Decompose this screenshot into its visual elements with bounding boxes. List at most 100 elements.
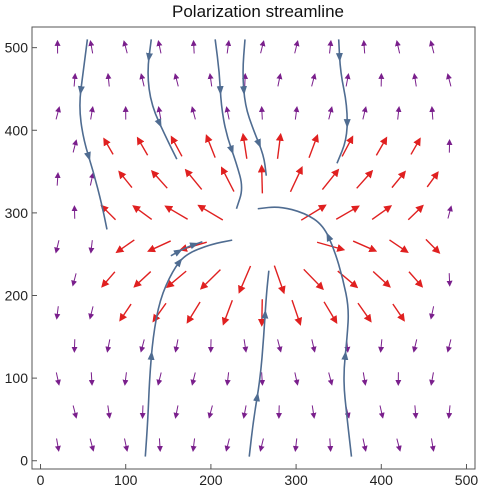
strong-field-arrow — [392, 303, 405, 322]
strong-field-arrow — [150, 169, 168, 189]
field-arrow — [327, 106, 334, 120]
strong-field-arrow — [425, 238, 441, 254]
strong-field-arrow — [103, 137, 114, 155]
strong-field-arrow — [119, 303, 132, 322]
x-tick-label: 500 — [455, 472, 479, 488]
field-arrow — [72, 405, 78, 419]
field-arrow — [429, 306, 435, 320]
field-arrow — [310, 339, 317, 353]
strong-field-arrow — [352, 240, 378, 253]
field-arrow — [412, 405, 419, 419]
field-arrow — [88, 106, 95, 120]
field-arrow — [54, 306, 61, 320]
strong-field-arrow — [132, 205, 153, 221]
strong-field-arrow — [101, 271, 116, 288]
strong-field-arrow — [357, 302, 372, 323]
field-arrow — [327, 372, 334, 386]
field-arrow — [259, 40, 266, 54]
strong-field-arrow — [257, 164, 266, 194]
field-arrow — [88, 306, 95, 320]
streamline-arrowhead — [326, 232, 334, 242]
streamline-arrowhead — [174, 258, 183, 268]
field-arrow — [395, 438, 402, 452]
y-tick-label: 400 — [5, 122, 29, 138]
field-arrow — [293, 372, 300, 386]
field-arrow — [293, 40, 300, 54]
streamline-arrowhead — [154, 118, 162, 128]
strong-field-arrow — [170, 135, 183, 157]
field-arrow — [310, 73, 317, 87]
strong-field-arrow — [221, 300, 233, 326]
field-arrow — [327, 39, 334, 54]
field-arrow — [292, 438, 299, 452]
field-arrow — [173, 339, 180, 353]
field-arrow — [446, 405, 453, 419]
field-arrow — [225, 39, 232, 54]
field-arrow — [378, 339, 385, 353]
strong-field-arrow — [220, 166, 235, 192]
field-arrow — [344, 73, 351, 87]
strong-field-arrow — [186, 301, 201, 324]
streamline — [79, 39, 108, 230]
defect-core — [227, 210, 300, 265]
field-arrow — [446, 339, 452, 353]
field-arrow — [258, 438, 265, 452]
strong-field-arrow — [197, 204, 224, 221]
x-tick-label: 300 — [284, 472, 308, 488]
field-arrow — [242, 339, 249, 353]
field-arrow — [276, 339, 283, 353]
streamline-arrowhead — [254, 138, 261, 149]
field-arrow — [259, 372, 266, 386]
field-arrow — [123, 438, 130, 452]
strong-field-arrow — [375, 136, 388, 156]
strong-field-arrow — [133, 271, 152, 288]
field-arrow — [105, 339, 112, 353]
field-arrow — [139, 73, 146, 87]
streamline-arrowhead — [84, 151, 91, 162]
field-arrow — [88, 39, 95, 54]
field-arrow — [105, 405, 112, 419]
field-arrow — [361, 372, 368, 386]
strong-field-arrow — [199, 269, 221, 290]
field-arrow — [190, 39, 197, 54]
field-arrow — [224, 438, 231, 452]
strong-field-arrow — [165, 270, 187, 289]
strong-field-arrow — [147, 240, 171, 253]
strong-field-arrow — [300, 204, 327, 221]
field-arrow — [190, 372, 197, 386]
field-arrow — [54, 438, 61, 452]
y-tick-label: 500 — [5, 40, 29, 56]
field-arrow — [156, 372, 163, 386]
field-arrow — [361, 438, 368, 452]
field-arrow — [429, 105, 436, 120]
field-arrow — [156, 106, 163, 120]
field-arrow — [156, 438, 163, 453]
streamline — [144, 239, 233, 457]
x-tick-label: 400 — [370, 472, 394, 488]
field-arrow — [361, 106, 368, 120]
field-arrow — [258, 105, 265, 120]
x-tick-label: 100 — [114, 472, 138, 488]
streamline — [248, 270, 270, 457]
x-tick-label: 0 — [37, 472, 45, 488]
field-arrow — [378, 405, 385, 419]
chart-title: Polarization streamline — [172, 2, 344, 21]
strong-field-arrow — [389, 239, 409, 254]
streamline-arrowhead — [253, 392, 260, 402]
field-arrow — [224, 372, 231, 386]
strong-field-arrow — [238, 265, 252, 294]
field-arrow — [429, 40, 435, 54]
field-arrow — [54, 240, 61, 254]
field-arrow — [88, 372, 95, 386]
field-arrow — [446, 73, 452, 87]
field-arrow — [88, 240, 95, 254]
strong-field-arrow — [100, 204, 117, 221]
strong-field-arrow — [118, 170, 133, 189]
field-arrow — [156, 39, 163, 54]
strong-field-arrow — [371, 205, 393, 221]
strong-field-arrow — [289, 166, 303, 193]
strong-field-arrow — [184, 168, 203, 190]
strong-field-arrow — [308, 133, 319, 158]
field-arrow — [72, 139, 78, 153]
